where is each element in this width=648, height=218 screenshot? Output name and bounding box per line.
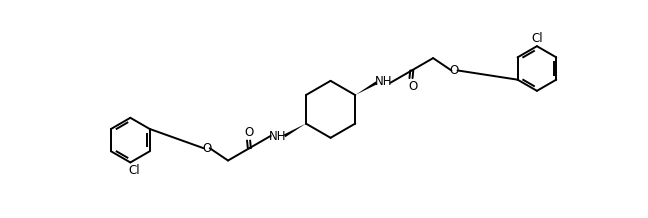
Text: O: O: [244, 126, 253, 138]
Text: O: O: [202, 142, 211, 155]
Text: NH: NH: [269, 130, 286, 143]
Polygon shape: [355, 81, 377, 95]
Text: NH: NH: [375, 75, 392, 89]
Text: O: O: [408, 80, 417, 93]
Text: Cl: Cl: [128, 164, 140, 177]
Text: O: O: [450, 64, 459, 77]
Polygon shape: [284, 124, 306, 137]
Text: Cl: Cl: [531, 32, 543, 45]
